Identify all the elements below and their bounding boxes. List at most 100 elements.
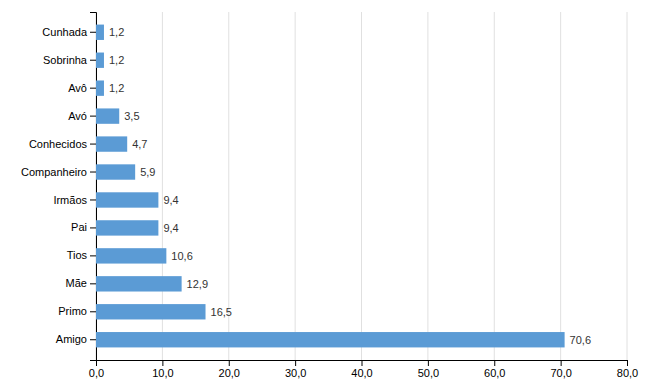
data-label: 9,4 bbox=[163, 194, 178, 206]
x-tick-label: 70,0 bbox=[550, 367, 571, 379]
y-tick-label: Avó bbox=[68, 110, 87, 122]
x-tick: 40,0 bbox=[351, 360, 372, 379]
x-tick-label: 30,0 bbox=[285, 367, 306, 379]
y-tick-label: Irmãos bbox=[53, 193, 87, 205]
x-tick: 20,0 bbox=[219, 360, 240, 379]
chart-svg: 0,0 10,0 20,0 30,0 40,0 50,0 60,0 70,0 80,0 Cunha… bbox=[0, 0, 663, 390]
bar bbox=[96, 332, 565, 347]
x-tick-mark bbox=[162, 360, 163, 366]
grid-line bbox=[494, 12, 495, 360]
x-tick-mark bbox=[627, 360, 628, 366]
bar bbox=[96, 25, 104, 40]
x-tick: 80,0 bbox=[617, 360, 638, 379]
y-tick: Primo bbox=[58, 305, 96, 317]
y-tick-mark bbox=[90, 32, 96, 33]
bars bbox=[96, 25, 565, 348]
x-tick-mark bbox=[561, 360, 562, 366]
grid-line bbox=[427, 12, 428, 360]
data-label: 70,6 bbox=[570, 334, 591, 346]
y-tick-mark bbox=[90, 172, 96, 173]
y-tick: Companheiro bbox=[21, 166, 96, 178]
x-tick: 70,0 bbox=[550, 360, 571, 379]
x-tick: 30,0 bbox=[285, 360, 306, 379]
y-tick-label: Conhecidos bbox=[29, 138, 88, 150]
data-label: 12,9 bbox=[187, 278, 208, 290]
y-tick-label: Pai bbox=[71, 221, 87, 233]
bar bbox=[96, 80, 104, 95]
chart-container: 0,0 10,0 20,0 30,0 40,0 50,0 60,0 70,0 80,0 Cunha… bbox=[0, 0, 663, 390]
x-tick-label: 60,0 bbox=[484, 367, 505, 379]
x-axis-line bbox=[97, 361, 628, 367]
bar bbox=[96, 304, 206, 319]
x-tick: 60,0 bbox=[484, 360, 505, 379]
y-tick: Cunhada bbox=[42, 26, 96, 38]
x-tick-mark bbox=[494, 360, 495, 366]
y-tick-mark bbox=[90, 60, 96, 61]
y-tick-mark bbox=[90, 255, 96, 256]
data-label: 5,9 bbox=[140, 166, 155, 178]
y-tick: Amigo bbox=[56, 333, 96, 345]
x-tick: 50,0 bbox=[418, 360, 439, 379]
data-label: 1,2 bbox=[109, 54, 124, 66]
x-tick-mark bbox=[229, 360, 230, 366]
x-axis: 0,0 10,0 20,0 30,0 40,0 50,0 60,0 70,0 80,0 bbox=[89, 360, 638, 379]
y-tick: Sobrinha bbox=[43, 54, 96, 66]
y-axis-line bbox=[90, 13, 97, 361]
data-label: 1,2 bbox=[109, 82, 124, 94]
y-tick: Mãe bbox=[66, 277, 96, 289]
y-tick-label: Amigo bbox=[56, 333, 87, 345]
y-tick-mark bbox=[90, 311, 96, 312]
bar bbox=[96, 164, 135, 179]
x-tick-label: 50,0 bbox=[418, 367, 439, 379]
bar bbox=[96, 276, 182, 291]
x-tick-label: 10,0 bbox=[152, 367, 173, 379]
grid-line bbox=[361, 12, 362, 360]
x-tick-label: 40,0 bbox=[351, 367, 372, 379]
grid-line bbox=[560, 12, 561, 360]
y-tick-label: Primo bbox=[58, 305, 87, 317]
data-labels: 1,2 1,2 1,2 3,5 4,7 5,9 9,4 9,4 10,6 12,9 16,5 70,6 bbox=[109, 26, 591, 345]
bar bbox=[96, 136, 127, 151]
bar bbox=[96, 220, 158, 235]
x-tick: 0,0 bbox=[89, 360, 104, 379]
y-tick-mark bbox=[90, 227, 96, 228]
bar bbox=[96, 108, 119, 123]
x-tick-label: 0,0 bbox=[89, 367, 104, 379]
x-tick-label: 80,0 bbox=[617, 367, 638, 379]
y-tick-mark bbox=[90, 283, 96, 284]
bar bbox=[96, 53, 104, 68]
y-tick: Avó bbox=[68, 110, 96, 122]
y-tick: Conhecidos bbox=[29, 138, 96, 150]
plot-area: 0,0 10,0 20,0 30,0 40,0 50,0 60,0 70,0 80,0 Cunha… bbox=[21, 12, 638, 379]
grid-line bbox=[295, 12, 296, 360]
y-axis: Cunhada Sobrinha Avô Avó Conhecidos Companhei… bbox=[21, 13, 97, 361]
y-tick-mark bbox=[90, 199, 96, 200]
y-tick-label: Tios bbox=[67, 249, 88, 261]
y-tick-mark bbox=[90, 88, 96, 89]
x-tick-label: 20,0 bbox=[219, 367, 240, 379]
x-tick-mark bbox=[362, 360, 363, 366]
grid-line bbox=[627, 12, 628, 360]
y-tick-label: Mãe bbox=[66, 277, 87, 289]
data-label: 4,7 bbox=[132, 138, 147, 150]
bar bbox=[96, 192, 158, 207]
y-tick-label: Avô bbox=[68, 82, 87, 94]
y-tick: Tios bbox=[67, 249, 96, 261]
y-tick: Avô bbox=[68, 82, 96, 94]
x-tick-mark bbox=[428, 360, 429, 366]
data-label: 9,4 bbox=[163, 222, 178, 234]
y-tick-mark bbox=[90, 339, 96, 340]
data-label: 16,5 bbox=[211, 306, 232, 318]
x-tick-mark bbox=[295, 360, 296, 366]
y-tick: Irmãos bbox=[53, 193, 96, 205]
y-tick: Pai bbox=[71, 221, 96, 233]
data-label: 10,6 bbox=[171, 250, 192, 262]
bar bbox=[96, 248, 166, 263]
grid bbox=[96, 12, 627, 360]
y-tick-label: Companheiro bbox=[21, 166, 87, 178]
data-label: 3,5 bbox=[124, 110, 139, 122]
y-tick-label: Cunhada bbox=[42, 26, 88, 38]
data-label: 1,2 bbox=[109, 26, 124, 38]
y-tick-mark bbox=[90, 144, 96, 145]
y-tick-label: Sobrinha bbox=[43, 54, 88, 66]
